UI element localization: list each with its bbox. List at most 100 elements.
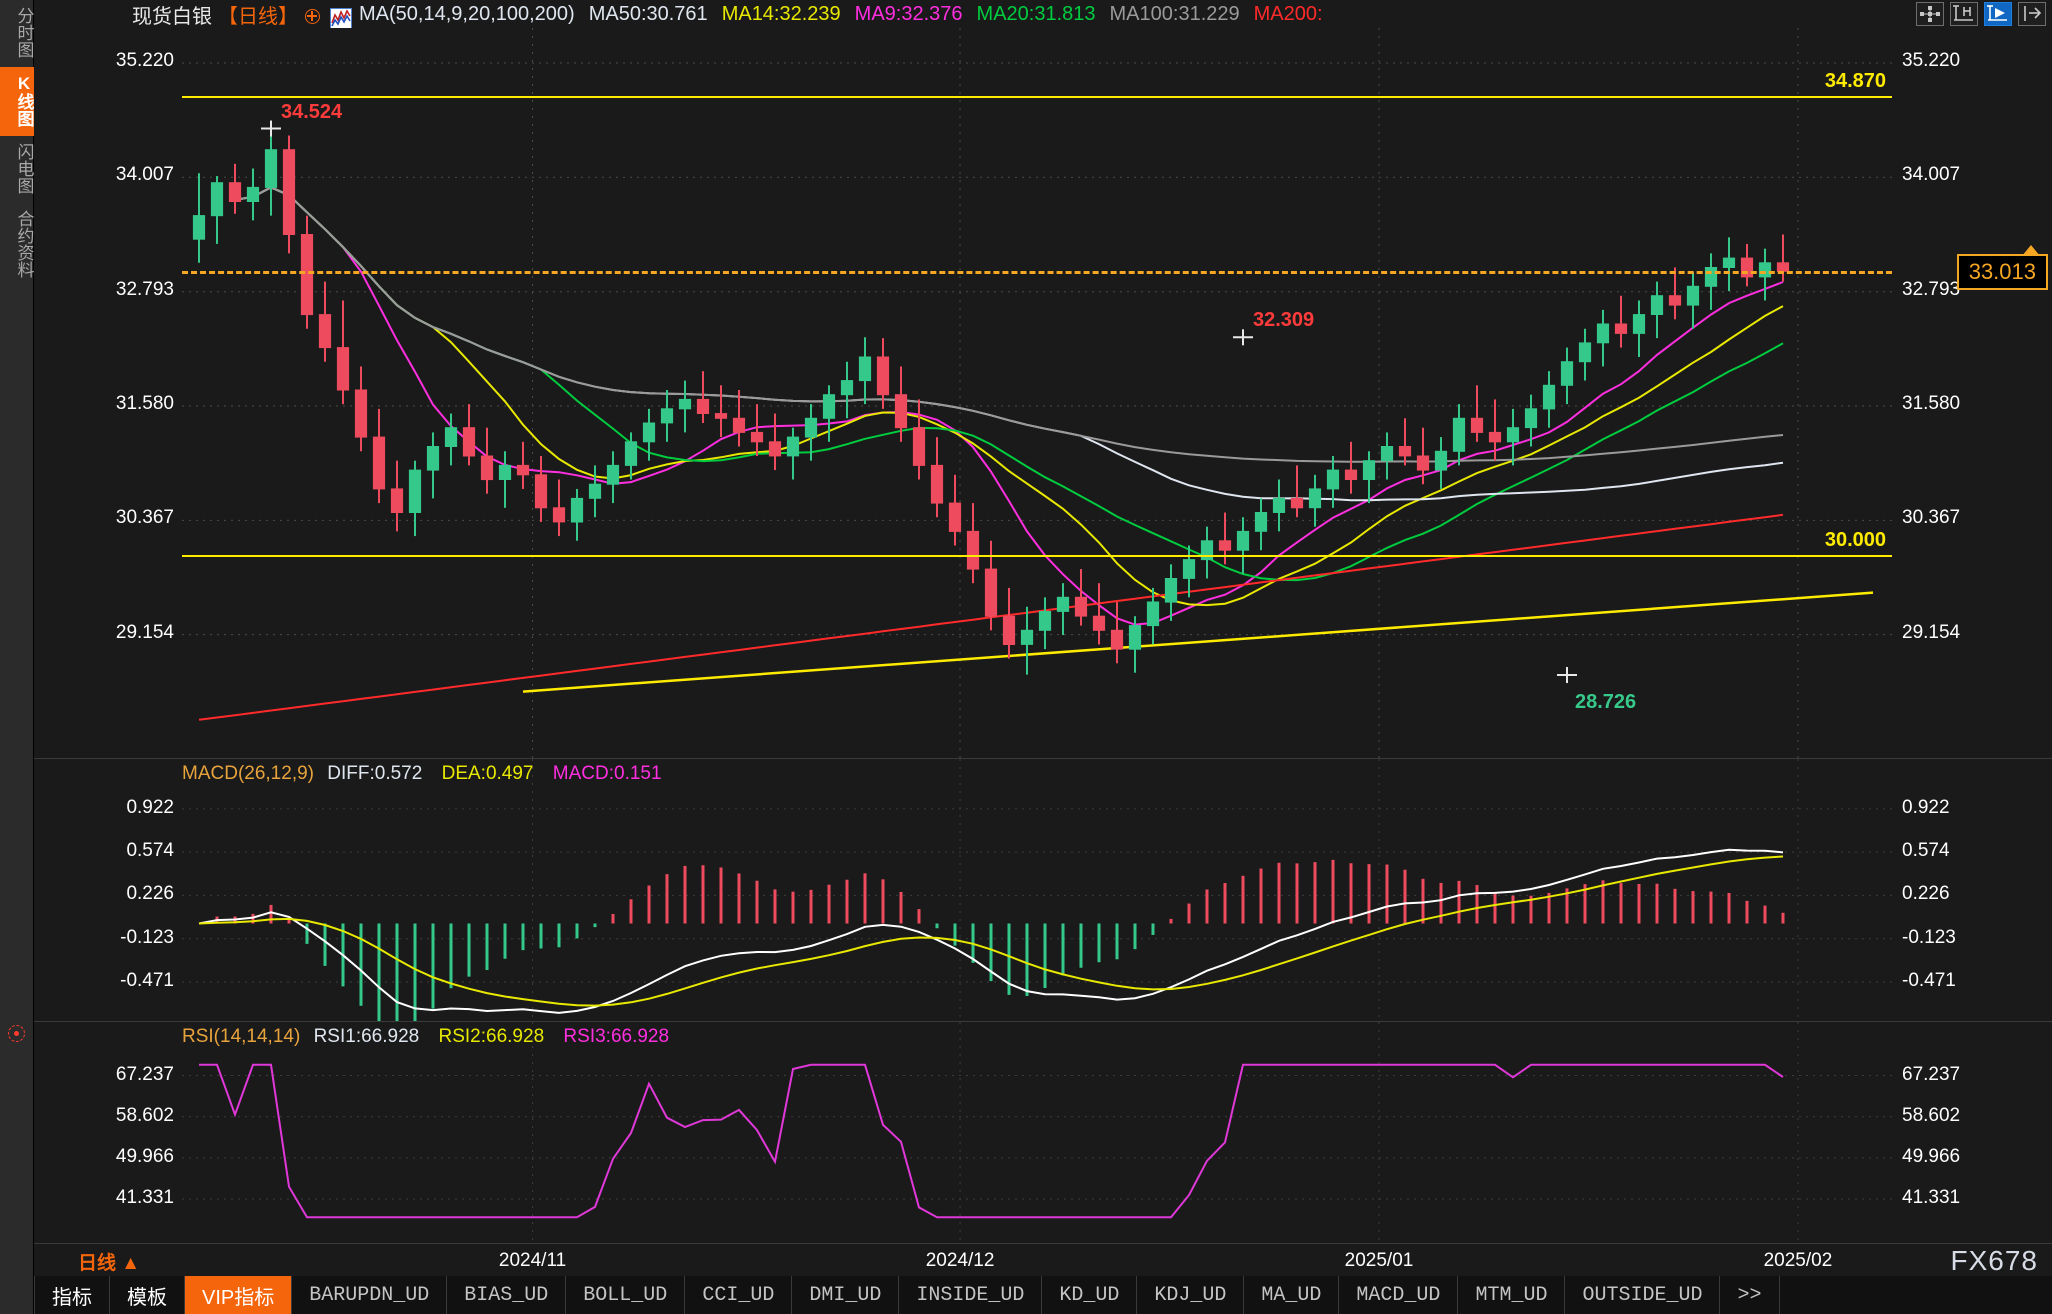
toolbar-button-kdj-ud[interactable]: KDJ_UD (1137, 1276, 1245, 1314)
toolbar-button-[interactable]: 指标 (34, 1276, 110, 1314)
toolbar-button-label: INSIDE_UD (916, 1283, 1025, 1307)
resistance-line (182, 95, 1892, 98)
support-annotation: 30.000 (1824, 528, 1886, 551)
rsi-pane[interactable]: RSI(14,14,14) RSI1:66.928 RSI2:66.928 RS… (34, 1021, 2052, 1244)
price-tick-left-2: 32.793 (115, 278, 174, 300)
sidebar-item-lightning[interactable]: 闪电图 (0, 136, 34, 203)
rsi3-value: RSI3:66.928 (563, 1026, 670, 1047)
macd-tick-left-3: -0.123 (120, 926, 174, 948)
ma-value-1: MA14:32.239 (721, 2, 841, 25)
toolbar-button-label: MACD_UD (1356, 1283, 1441, 1307)
toolbar-button-label: DMI_UD (809, 1283, 882, 1307)
ma-value-0: MA50:30.761 (588, 2, 708, 25)
date-label-0: 2024/11 (498, 1250, 567, 1271)
toolbar-button-label: MTM_UD (1475, 1283, 1548, 1307)
ma-values-group: MA50:30.761 MA14:32.239 MA9:32.376 MA20:31.… (589, 3, 1337, 26)
chart-plot-area[interactable]: 35.220 34.007 32.793 31.580 30.367 29.154 35.… (34, 28, 2052, 1276)
date-label-2: 2025/01 (1344, 1250, 1414, 1271)
sidebar-item-contract-info[interactable]: 合约资料 (0, 203, 34, 287)
price-tick-right-5: 29.154 (1902, 621, 1961, 643)
expand-right-icon[interactable] (2018, 2, 2046, 26)
rsi-tick-right-1: 58.602 (1902, 1104, 1961, 1126)
toolbar-button-bias-ud[interactable]: BIAS_UD (447, 1276, 567, 1314)
measure-range-icon[interactable] (1950, 2, 1978, 26)
instrument-title: 现货白银 (132, 5, 212, 28)
price-tick-left-5: 29.154 (115, 621, 174, 643)
date-axis[interactable]: 日线 ▲ 2024/11 2024/12 2025/01 2025/02 FX678 (34, 1243, 2052, 1276)
toolbar-button-mtm-ud[interactable]: MTM_UD (1458, 1276, 1566, 1314)
recording-dot-icon[interactable] (8, 1025, 25, 1042)
macd-pane[interactable]: MACD(26,12,9) DIFF:0.572 DEA:0.497 MACD:… (34, 758, 2052, 1035)
rsi-tick-left-3: 41.331 (115, 1186, 174, 1208)
toolbar-button-barupdn-ud[interactable]: BARUPDN_UD (292, 1276, 448, 1314)
toolbar-button-label: KDJ_UD (1154, 1283, 1227, 1307)
last-price-tag[interactable]: 33.013 (1956, 253, 2048, 290)
period-title: 【日线】 (218, 5, 298, 28)
toolbar-button-label: MA_UD (1261, 1283, 1322, 1307)
toolbar-button-label: OUTSIDE_UD (1582, 1283, 1703, 1307)
period-badge[interactable]: 日线 ▲ (78, 1253, 141, 1274)
ma-value-3: MA20:31.813 (976, 2, 1096, 25)
rsi-title-group: RSI(14,14,14) RSI1:66.928 RSI2:66.928 RS… (182, 1026, 669, 1048)
toolbar-button-[interactable]: 模板 (110, 1276, 185, 1314)
toolbar-button-cci-ud[interactable]: CCI_UD (685, 1276, 793, 1314)
toolbar-button-label: BARUPDN_UD (309, 1283, 430, 1307)
rsi-canvas[interactable] (34, 1022, 2052, 1244)
toolbar-button-vip[interactable]: VIP指标 (185, 1276, 293, 1314)
price-pane[interactable]: 35.220 34.007 32.793 31.580 30.367 29.154 35.… (34, 28, 2052, 758)
top-toolbar (1916, 2, 2046, 26)
crosshair-move-icon[interactable] (1916, 2, 1944, 26)
candlestick-canvas[interactable] (34, 28, 2052, 758)
price-tick-right-1: 34.007 (1902, 164, 1961, 186)
sidebar-item-timeshare[interactable]: 分时图 (0, 0, 34, 67)
rsi-title: RSI(14,14,14) (182, 1026, 301, 1047)
macd-canvas[interactable] (34, 759, 2052, 1035)
replay-play-icon[interactable] (1984, 2, 2012, 26)
ma-value-2: MA9:32.376 (854, 2, 963, 25)
rsi1-value: RSI1:66.928 (313, 1026, 420, 1047)
macd-tick-left-1: 0.574 (126, 840, 174, 862)
ma-value-5: MA200: (1253, 2, 1323, 25)
toolbar-button-label: 指标 (52, 1286, 92, 1309)
macd-tick-right-3: -0.123 (1902, 926, 1956, 948)
macd-title-group: MACD(26,12,9) DIFF:0.572 DEA:0.497 MACD:… (182, 763, 662, 785)
toolbar-button-boll-ud[interactable]: BOLL_UD (566, 1276, 686, 1314)
rsi-tick-right-3: 41.331 (1902, 1186, 1961, 1208)
price-tick-left-1: 34.007 (115, 164, 174, 186)
toolbar-button-ma-ud[interactable]: MA_UD (1244, 1276, 1340, 1314)
resistance-annotation: 34.870 (1824, 69, 1886, 92)
mid-high-price-annotation: 32.309 (1253, 309, 1315, 332)
rsi-tick-right-0: 67.237 (1902, 1063, 1961, 1085)
macd-tick-left-4: -0.471 (120, 970, 174, 992)
toolbar-button-dmi-ud[interactable]: DMI_UD (792, 1276, 900, 1314)
toolbar-button-inside-ud[interactable]: INSIDE_UD (899, 1276, 1043, 1314)
toolbar-button-kd-ud[interactable]: KD_UD (1042, 1276, 1138, 1314)
low-price-annotation: 28.726 (1575, 690, 1637, 713)
toolbar-button-[interactable]: >> (1720, 1276, 1780, 1314)
add-indicator-icon[interactable] (305, 8, 320, 24)
macd-tick-left-0: 0.922 (126, 796, 174, 818)
rsi-tick-right-2: 49.966 (1902, 1145, 1961, 1167)
price-tick-left-0: 35.220 (115, 49, 174, 71)
watermark-logo: FX678 (1950, 1245, 2038, 1276)
macd-tick-right-4: -0.471 (1902, 970, 1956, 992)
price-tick-right-2: 32.793 (1902, 278, 1961, 300)
last-price-arrow-icon (2022, 244, 2040, 256)
last-price-line (182, 270, 1892, 274)
macd-tick-right-0: 0.922 (1902, 796, 1950, 818)
toolbar-button-label: CCI_UD (702, 1283, 775, 1307)
macd-tick-left-2: 0.226 (126, 883, 174, 905)
chart-type-icon[interactable] (330, 7, 352, 28)
rsi-tick-left-0: 67.237 (115, 1063, 174, 1085)
bottom-toolbar[interactable]: 指标 模板 VIP指标 BARUPDN_UD BIAS_UD BOLL_UD CCI_UD D… (34, 1276, 2052, 1314)
toolbar-button-outside-ud[interactable]: OUTSIDE_UD (1565, 1276, 1721, 1314)
macd-tick-right-1: 0.574 (1902, 840, 1950, 862)
date-label-1: 2024/12 (925, 1250, 995, 1271)
sidebar-item-kline[interactable]: K线图 (0, 67, 34, 136)
toolbar-button-label: KD_UD (1059, 1283, 1120, 1307)
toolbar-button-macd-ud[interactable]: MACD_UD (1339, 1276, 1459, 1314)
ma-formula: MA(50,14,9,20,100,200) (359, 2, 575, 25)
price-tick-right-3: 31.580 (1902, 393, 1961, 414)
toolbar-button-label: BIAS_UD (464, 1283, 549, 1307)
